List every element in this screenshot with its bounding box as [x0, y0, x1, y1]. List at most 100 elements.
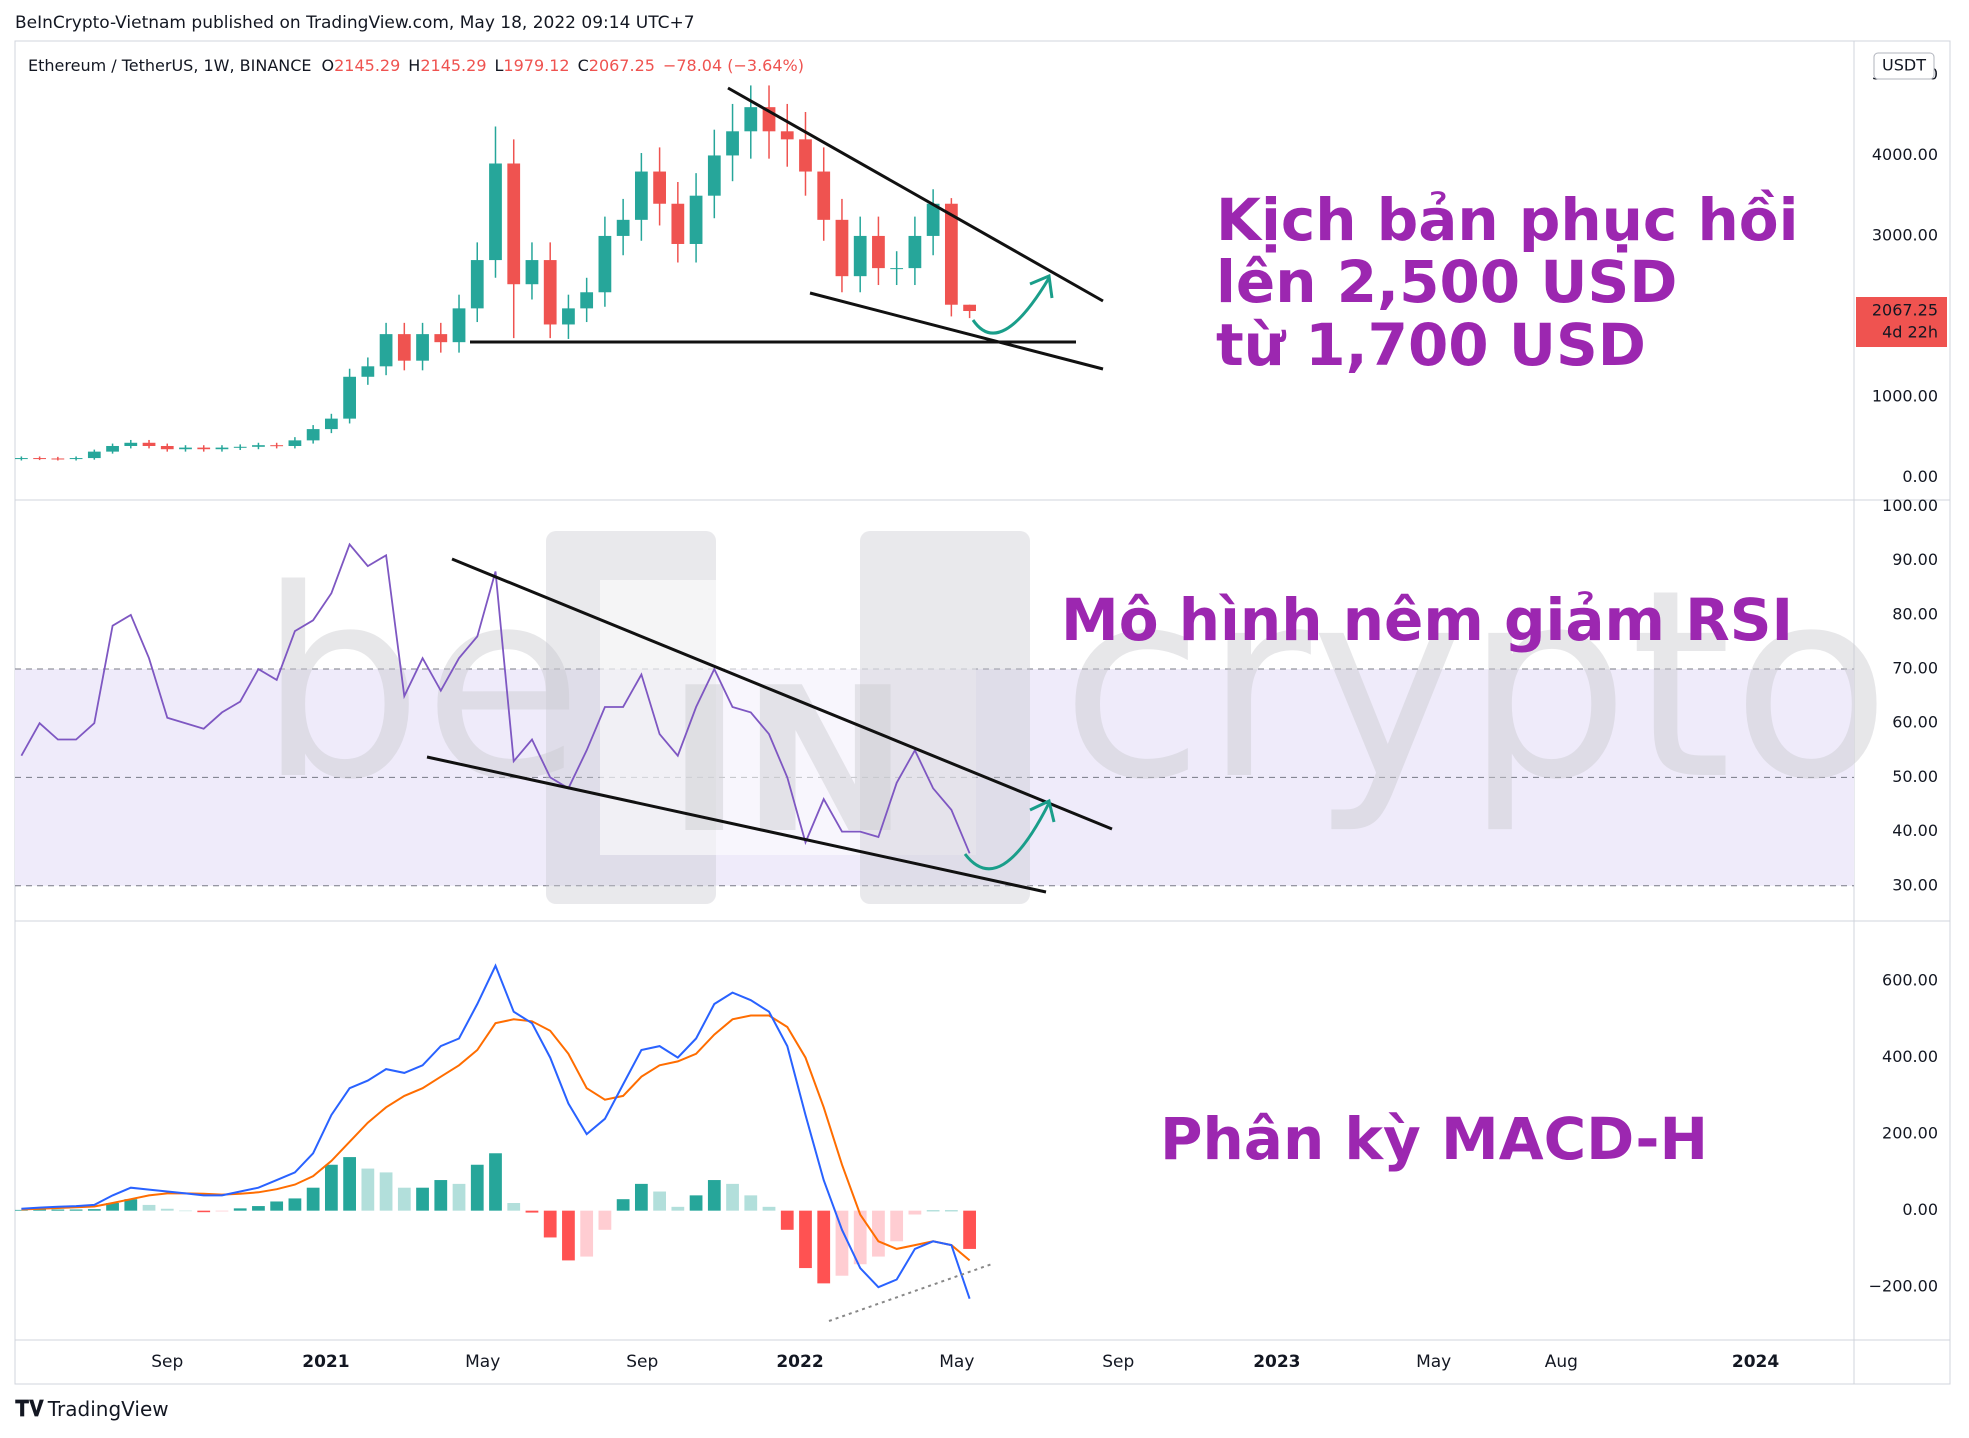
histogram-bar — [489, 1153, 502, 1211]
price-tag-value: 2067.25 — [1872, 301, 1938, 320]
y-tick-label: 100.00 — [1882, 496, 1938, 515]
candle-body — [33, 458, 46, 460]
candle-body — [87, 451, 101, 459]
candle-body — [707, 155, 721, 196]
x-tick-label: May — [939, 1352, 974, 1372]
candle-body — [944, 203, 958, 305]
watermark-text: crypto — [1061, 535, 1891, 837]
candle-body — [726, 131, 739, 156]
candle-body — [343, 376, 356, 419]
histogram-bar — [452, 1183, 466, 1211]
candle-body — [890, 268, 904, 270]
x-tick-label: 2022 — [776, 1352, 823, 1372]
histogram-bar — [853, 1210, 867, 1265]
histogram-bar — [106, 1203, 119, 1211]
candle-body — [397, 334, 411, 361]
drawings — [426, 86, 1113, 1322]
histogram-bar — [744, 1195, 758, 1211]
histogram-bar — [926, 1210, 940, 1212]
ohlc-label: H — [408, 56, 420, 75]
candle-body — [908, 235, 922, 269]
y-tick-label: 30.00 — [1892, 875, 1938, 894]
histogram-bar — [51, 1209, 65, 1211]
x-tick-label: Sep — [626, 1352, 658, 1372]
y-tick-label: 0.00 — [1902, 467, 1938, 486]
histogram-bar — [15, 1209, 28, 1211]
annotation: từ 1,700 USD — [1216, 311, 1646, 379]
currency: USDT — [1882, 56, 1926, 75]
x-tick-label: 2021 — [302, 1352, 349, 1372]
candle-body — [689, 195, 703, 244]
candle-body — [252, 445, 265, 447]
candle-body — [434, 334, 448, 343]
histogram-bar — [580, 1210, 594, 1257]
histogram-bar — [288, 1198, 302, 1211]
y-tick-label: 4000.00 — [1872, 145, 1938, 164]
candle-body — [616, 219, 630, 236]
legend: Ethereum / TetherUS, 1W, BINANCE O2145.29… — [28, 56, 804, 75]
candle-body — [379, 334, 393, 367]
candle-body — [470, 260, 484, 309]
logo-mark: 𝐓𝐕 — [15, 1397, 44, 1422]
histogram-bar — [780, 1210, 794, 1230]
annotation: Phân kỳ MACD-H — [1160, 1105, 1708, 1173]
y-tick-label: 400.00 — [1882, 1047, 1938, 1066]
candle-body — [580, 292, 594, 309]
trend-line — [809, 291, 1104, 371]
ohlc-value: 2067.25 — [589, 56, 655, 75]
ohlc-value: 2145.29 — [420, 56, 486, 75]
arrow-head — [1029, 798, 1056, 823]
annotation: lên 2,500 USD — [1216, 248, 1677, 316]
histogram-bar — [908, 1210, 922, 1215]
histogram-bar — [944, 1210, 958, 1212]
y-tick-label: 50.00 — [1892, 767, 1938, 786]
candle-body — [817, 171, 831, 220]
ohlc-label: C — [578, 56, 589, 75]
histogram-bar — [142, 1204, 156, 1211]
candle-body — [525, 260, 539, 285]
histogram-bar — [416, 1187, 429, 1211]
histogram-bar — [562, 1210, 575, 1261]
y-tick-label: 3000.00 — [1872, 225, 1938, 244]
histogram-bar — [160, 1208, 174, 1211]
histogram-bar — [87, 1209, 101, 1211]
histogram-bar — [890, 1210, 904, 1242]
histogram-bar — [634, 1183, 648, 1211]
candle-body — [288, 440, 302, 446]
histogram-bar — [872, 1210, 885, 1257]
price-tag-countdown: 4d 22h — [1882, 323, 1938, 342]
candle-body — [543, 260, 557, 325]
ohlc-label: L — [495, 56, 504, 75]
histogram-bar — [762, 1206, 776, 1211]
y-tick-label: 0.00 — [1902, 1200, 1938, 1219]
arrow-head — [1029, 273, 1054, 299]
candle-body — [963, 304, 976, 312]
histogram-bar — [343, 1157, 356, 1211]
candle-body — [799, 139, 812, 172]
candle-body — [124, 442, 138, 446]
histogram-bar — [270, 1201, 284, 1211]
y-tick-label: 200.00 — [1882, 1124, 1938, 1143]
watermark-bracket — [860, 531, 1030, 904]
y-tick-label: 1000.00 — [1872, 386, 1938, 405]
annotation: Kịch bản phục hồi — [1216, 186, 1799, 254]
histogram-bar — [653, 1191, 666, 1211]
histogram-bar — [397, 1187, 411, 1211]
candle-body — [853, 235, 867, 277]
histogram-bar — [726, 1183, 739, 1211]
histogram-bar — [252, 1206, 265, 1211]
candle-body — [270, 445, 284, 447]
histogram-bar — [434, 1180, 448, 1211]
histogram-bar — [124, 1199, 138, 1211]
histogram-bar — [598, 1210, 612, 1230]
y-tick-label: 80.00 — [1892, 604, 1938, 623]
trend-line — [727, 86, 1104, 303]
x-tick-label: Sep — [1102, 1352, 1134, 1372]
trend-line — [426, 755, 1047, 894]
ohlc-label: O — [322, 56, 335, 75]
candle-body — [634, 171, 648, 220]
rsi-line — [20, 542, 971, 854]
y-tick-label: 60.00 — [1892, 713, 1938, 732]
publisher: BeInCrypto-Vietnam published on TradingV… — [15, 13, 695, 33]
